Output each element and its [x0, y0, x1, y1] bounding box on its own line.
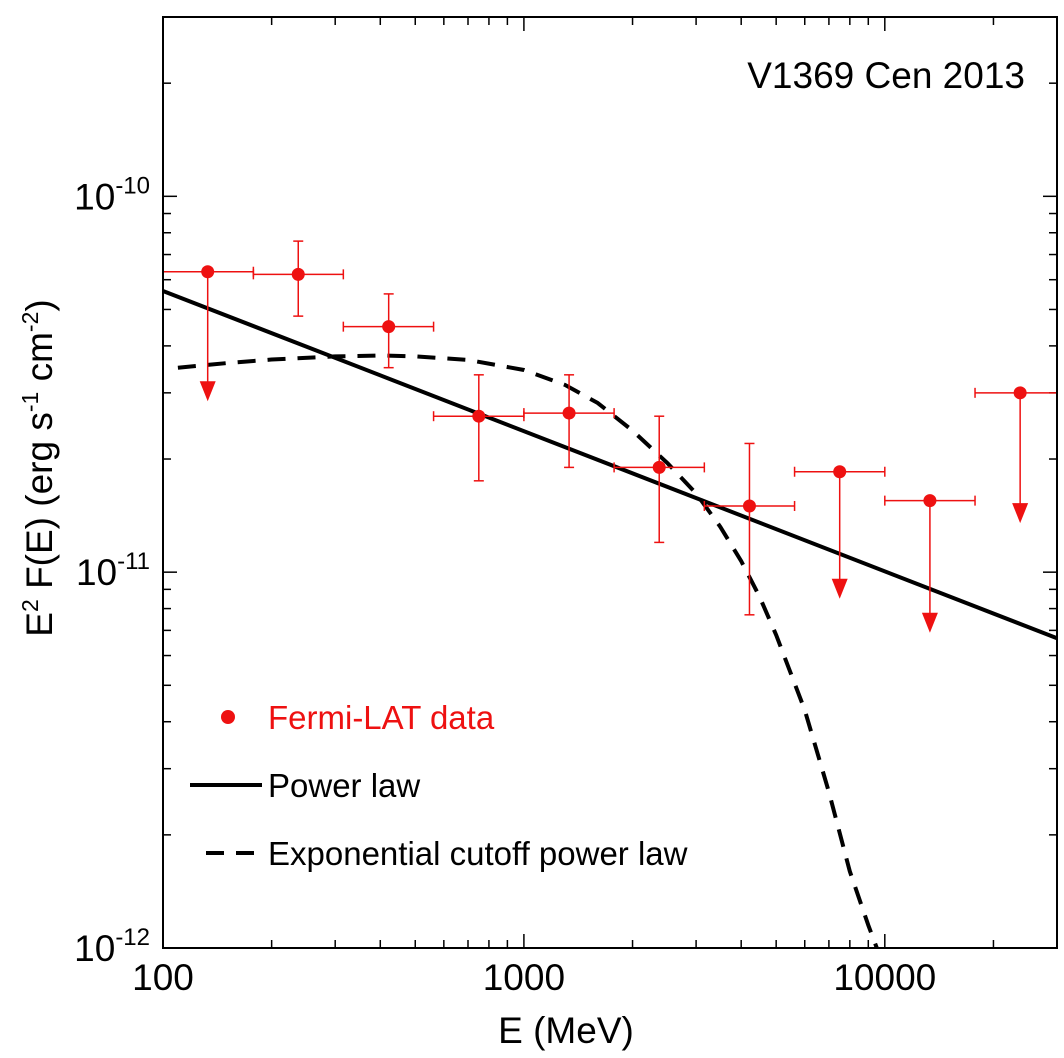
legend: Fermi-LAT data Power law Exponential cut…	[190, 699, 688, 872]
y-label-prefix: E	[19, 612, 60, 637]
data-point	[252, 240, 345, 317]
data-layer	[162, 240, 1057, 633]
data-point	[613, 415, 706, 544]
x-tick-label: 10000	[833, 957, 936, 998]
upper-limit-arrow	[831, 578, 848, 599]
cutoff-power-law-line	[177, 353, 879, 949]
upper-limit-arrow	[1012, 503, 1029, 524]
power-law-layer	[162, 289, 1058, 641]
legend-label-cutoff: Exponential cutoff power law	[268, 835, 688, 872]
x-tick-label: 100	[132, 957, 194, 998]
power-law-line	[162, 289, 1058, 641]
cutoff-layer	[177, 353, 879, 949]
y-tick-base: 10	[74, 176, 115, 217]
data-point	[793, 465, 886, 599]
x-tick-labels: 100 1000 10000	[132, 957, 936, 998]
data-point	[342, 293, 435, 369]
data-marker	[652, 460, 666, 474]
y-tick-exp: -10	[115, 172, 150, 199]
y-tick-exp: -11	[117, 548, 150, 575]
x-tick-label: 1000	[483, 957, 565, 998]
axis-ticks	[162, 16, 1058, 949]
y-axis-label: E2 F(E) (erg s-1 cm-2)	[17, 299, 60, 636]
data-point	[432, 374, 525, 482]
y-tick-base: 10	[76, 552, 117, 593]
data-point	[884, 494, 976, 633]
y-label-sup2: -2	[17, 312, 43, 332]
data-marker	[742, 499, 756, 513]
y-tick-base: 10	[74, 928, 115, 969]
data-marker	[291, 267, 305, 281]
data-marker	[562, 406, 576, 420]
legend-label-powerlaw: Power law	[268, 767, 420, 804]
chart-title: V1369 Cen 2013	[747, 55, 1025, 96]
y-label-prefix-sup: 2	[17, 599, 43, 612]
legend-label-data: Fermi-LAT data	[268, 699, 495, 736]
data-marker	[201, 265, 215, 279]
y-label-suffix: )	[19, 299, 60, 311]
upper-limit-arrow	[199, 381, 216, 402]
y-tick-label: 10-12	[74, 924, 150, 969]
data-point	[974, 386, 1057, 524]
y-label-main: F(E) (erg s	[19, 412, 60, 599]
y-tick-exp: -12	[115, 924, 150, 951]
data-point	[523, 374, 615, 469]
data-marker	[382, 320, 396, 334]
y-tick-label: 10-10	[74, 172, 150, 217]
data-point	[703, 442, 796, 616]
legend-marker-data	[221, 710, 235, 724]
upper-limit-arrow	[921, 612, 938, 633]
y-label-mid: cm	[19, 332, 60, 392]
x-axis-label: E (MeV)	[498, 1010, 634, 1051]
data-marker	[1013, 386, 1027, 400]
plot-frame	[162, 16, 1058, 949]
y-tick-label: 10-11	[76, 548, 150, 593]
data-point	[162, 265, 255, 402]
data-marker	[833, 465, 847, 479]
data-marker	[923, 494, 937, 508]
data-marker	[472, 409, 486, 423]
y-label-sup1: -1	[17, 392, 43, 412]
